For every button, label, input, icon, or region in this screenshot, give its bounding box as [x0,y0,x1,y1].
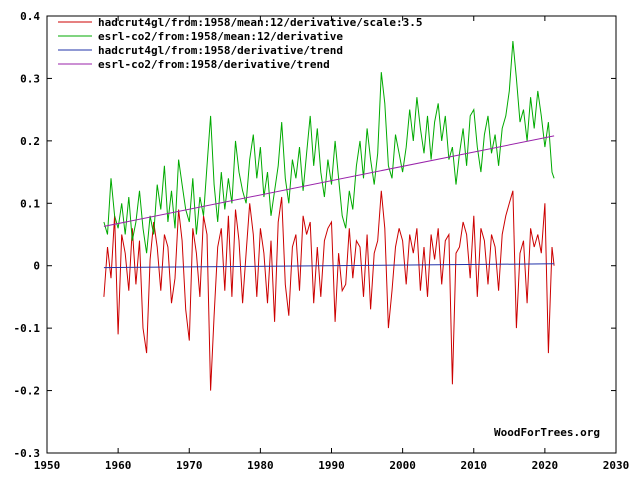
credit-label: WoodForTrees.org [494,426,600,439]
legend-label: esrl-co2/from:1958/derivative/trend [98,58,330,71]
series-line-1 [103,40,555,254]
x-tick-label: 2030 [603,459,630,472]
y-tick-label: -0.2 [14,385,41,398]
series-line-0 [103,190,555,391]
y-axis: -0.3 -0.2 -0.1 0 0.1 0.2 0.3 0.4 [14,10,616,460]
x-tick-label: 1960 [105,459,132,472]
x-tick-label: 1990 [318,459,345,472]
legend: hadcrut4gl/from:1958/mean:12/derivative/… [58,16,423,71]
legend-label: hadcrut4gl/from:1958/mean:12/derivative/… [98,16,423,29]
x-tick-label: 1970 [176,459,203,472]
legend-label: hadcrut4gl/from:1958/derivative/trend [98,44,343,57]
series-line-3 [103,135,555,227]
y-tick-label: -0.1 [14,322,41,335]
y-tick-label: 0.2 [20,135,40,148]
x-axis: 1950 1960 1970 1980 1990 2000 2010 2020 2030 [34,16,630,472]
x-tick-label: 1980 [247,459,274,472]
x-tick-label: 2020 [532,459,559,472]
legend-label: esrl-co2/from:1958/mean:12/derivative [98,30,343,43]
y-tick-label: 0.3 [20,72,40,85]
series-layer [103,40,555,391]
y-tick-label: 0 [33,260,40,273]
y-tick-label: 0.1 [20,197,40,210]
x-tick-label: 1950 [34,459,61,472]
y-tick-label: 0.4 [20,10,40,23]
series-line-2 [103,263,555,269]
x-tick-label: 2000 [389,459,416,472]
x-tick-label: 2010 [461,459,488,472]
y-tick-label: -0.3 [14,447,41,460]
